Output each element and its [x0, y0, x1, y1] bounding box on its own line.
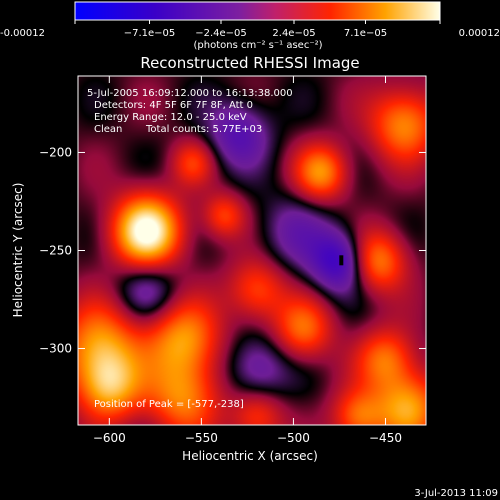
y-tick-label: −200	[39, 145, 72, 159]
colorbar-ticks: -0.00012 −7.1e−05 −2.4e−05 2.4e−05 7.1e−05 0.…	[0, 20, 500, 39]
peak-marker	[339, 255, 344, 266]
chart-title: Reconstructed RHESSI Image	[140, 54, 359, 72]
clean-label: Clean	[94, 124, 122, 135]
x-tick-label: −600	[93, 431, 126, 445]
colorbar-tick-label: 0.00012	[459, 28, 500, 39]
colorbar-tick-label: -0.00012	[0, 28, 45, 39]
y-axis-label: Heliocentric Y (arcsec)	[11, 183, 25, 318]
colorbar-tick-label: 7.1e−05	[344, 28, 387, 39]
x-axis-ticks: −600 −550 −500 −450	[93, 76, 402, 445]
y-tick-label: −250	[39, 244, 72, 258]
time-range-text: 5-Jul-2005 16:09:12.000 to 16:13:38.000	[87, 88, 293, 99]
annotations: 5-Jul-2005 16:09:12.000 to 16:13:38.000 …	[87, 88, 293, 410]
x-tick-label: −450	[369, 431, 402, 445]
total-counts-text: Total counts: 5.77E+03	[145, 124, 262, 135]
heatmap-container	[78, 76, 426, 425]
x-tick-label: −500	[277, 431, 310, 445]
peak-position-text: Position of Peak = [-577,-238]	[94, 399, 244, 410]
colorbar-tick-label: −7.1e−05	[124, 28, 176, 39]
energy-range-text: Energy Range: 12.0 - 25.0 keV	[94, 112, 247, 123]
footer-date: 3-Jul-2013 11:09	[414, 488, 498, 499]
colorbar-tick-label: 2.4e−05	[272, 28, 315, 39]
colorbar: -0.00012 −7.1e−05 −2.4e−05 2.4e−05 7.1e−05 0.…	[0, 1, 500, 51]
heatmap-image	[78, 76, 426, 425]
colorbar-unit-label: (photons cm⁻² s⁻¹ asec⁻²)	[193, 40, 322, 51]
colorbar-tick-label: −2.4e−05	[195, 28, 247, 39]
y-tick-label: −300	[39, 342, 72, 356]
detectors-text: Detectors: 4F 5F 6F 7F 8F, Att 0	[94, 100, 253, 111]
x-tick-label: −550	[185, 431, 218, 445]
y-axis-ticks: −200 −250 −300	[39, 145, 426, 356]
x-axis-label: Heliocentric X (arcsec)	[182, 449, 318, 463]
plot-area: −600 −550 −500 −450 −200 −250 −300	[39, 75, 427, 445]
colorbar-gradient	[74, 1, 441, 21]
